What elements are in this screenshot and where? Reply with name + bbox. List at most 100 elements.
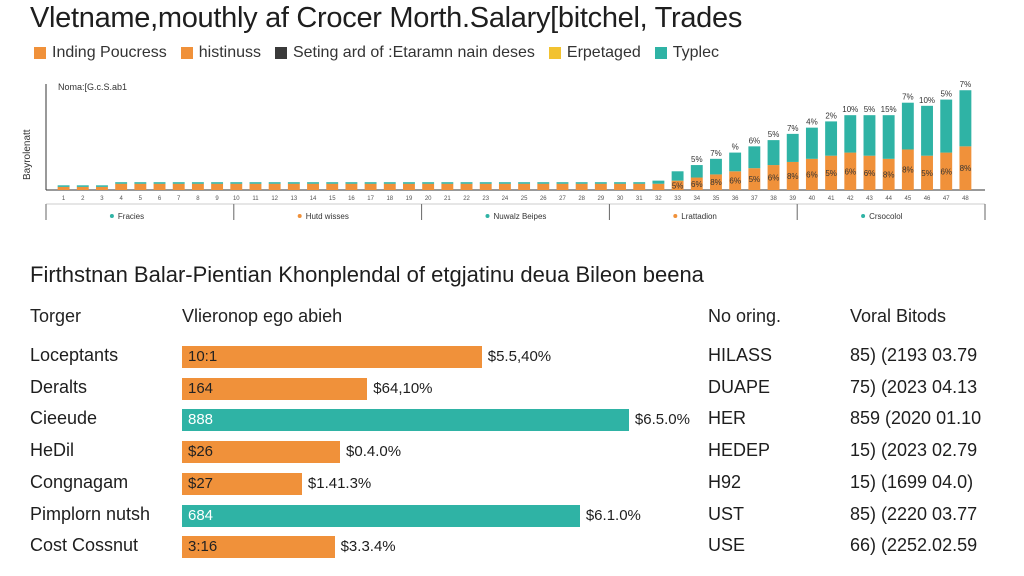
x-tick-label: 37 xyxy=(751,196,758,202)
group-marker xyxy=(297,214,302,218)
bar-segment-lower xyxy=(115,183,128,190)
x-tick-label: 43 xyxy=(866,196,873,202)
bar-top-label: 5% xyxy=(940,90,952,99)
x-tick-label: 44 xyxy=(885,196,892,202)
x-tick-label: 24 xyxy=(502,196,509,202)
bar-segment-lower xyxy=(76,186,89,190)
x-tick-label: 14 xyxy=(310,196,317,202)
x-tick-label: 6 xyxy=(158,196,162,202)
bar-top-label: 15% xyxy=(881,105,897,114)
bar-segment-upper xyxy=(307,182,319,184)
bar-value-label: 888 xyxy=(188,411,214,429)
x-tick-label: 36 xyxy=(732,196,739,202)
bar-segment-lower xyxy=(364,183,377,190)
hbar: 10:1 xyxy=(182,346,482,368)
bar-segment-lower xyxy=(422,183,435,190)
x-tick-label: 40 xyxy=(809,196,816,202)
bar-segment-upper xyxy=(805,127,818,159)
bar-data-label: 5% xyxy=(825,169,837,178)
bar-segment-upper xyxy=(940,99,953,153)
legend-item: Erpetaged xyxy=(548,44,641,62)
bar-data-label: 6% xyxy=(729,177,741,186)
bar-data-label: 6% xyxy=(940,167,952,176)
bar-segment-upper xyxy=(556,182,569,184)
bar-segment-lower xyxy=(690,177,703,190)
bar-segment-lower xyxy=(825,155,838,190)
x-tick-label: 41 xyxy=(828,196,835,202)
row-label: Loceptants xyxy=(30,345,119,365)
bar-data-label: 5% xyxy=(749,175,761,184)
row-total: 859 (2020 01.10 xyxy=(850,408,982,429)
hbar: $27 xyxy=(182,472,302,495)
bar-segment-upper xyxy=(518,182,531,184)
bar-segment-lower xyxy=(633,183,646,190)
bar-segment-upper xyxy=(134,182,147,184)
row-total: 15) (1699 04.0) xyxy=(850,471,974,492)
bar-segment-upper xyxy=(882,115,895,159)
bar-top-label: % xyxy=(732,143,739,152)
x-tick-label: 16 xyxy=(348,196,355,202)
bar-top-label: 10% xyxy=(919,96,935,105)
row-code: HILASS xyxy=(708,345,773,365)
group-label: Crsocolol xyxy=(869,212,903,221)
group-marker xyxy=(485,214,490,218)
bar-segment-upper xyxy=(191,182,204,184)
x-tick-label: 4 xyxy=(119,196,123,202)
row-label: Congnagam xyxy=(30,471,129,492)
bar-segment-upper xyxy=(825,121,838,156)
bar-segment-lower xyxy=(594,183,607,190)
bar-segment-upper xyxy=(403,182,415,184)
x-tick-label: 35 xyxy=(713,196,720,202)
page-title: Vletname,mouthly af Crocer Morth.Salary[… xyxy=(30,2,743,34)
bar-segment-upper xyxy=(211,182,224,184)
bar-segment-lower xyxy=(575,183,588,190)
bar-segment-lower xyxy=(921,155,933,190)
table-header-col1: Torger xyxy=(30,306,82,326)
x-tick-label: 3 xyxy=(100,196,104,202)
bar-segment-upper xyxy=(537,182,550,184)
bar-segment-lower xyxy=(671,180,684,190)
bar-segment-lower xyxy=(805,158,818,190)
hbar: 888 xyxy=(182,409,629,432)
bar-percent-label: $6.5.0% xyxy=(634,411,690,429)
bar-segment-lower xyxy=(403,183,415,190)
bar-segment-upper xyxy=(115,182,128,184)
bar-segment-upper xyxy=(594,182,607,184)
row-label: HeDil xyxy=(30,440,75,461)
bar-percent-label: $64,10% xyxy=(373,379,433,397)
x-tick-label: 17 xyxy=(367,196,374,202)
row-total: 85) (2193 03.79 xyxy=(850,345,978,365)
hbar: 3:16 xyxy=(182,536,335,559)
chart-legend: Inding Poucress histinuss Seting ard of … xyxy=(34,44,719,62)
bar-segment-lower xyxy=(748,168,761,190)
bar-segment-upper xyxy=(959,90,972,147)
group-label: Lrattadion xyxy=(681,212,717,221)
bar-segment-upper xyxy=(614,182,626,184)
bar-segment-lower xyxy=(268,183,281,190)
bar-data-label: 6% xyxy=(845,167,857,176)
x-tick-label: 39 xyxy=(789,196,796,202)
bar-segment-lower xyxy=(844,152,857,190)
bar-segment-upper xyxy=(844,115,857,153)
row-code: HER xyxy=(708,408,747,429)
bar-segment-upper xyxy=(422,182,435,184)
legend-swatch xyxy=(654,47,667,59)
row-code: USE xyxy=(708,535,746,556)
table-header-col3: No oring. xyxy=(708,306,782,326)
bar-segment-upper xyxy=(345,182,358,184)
x-tick-label: 19 xyxy=(406,196,413,202)
x-tick-label: 32 xyxy=(655,196,662,202)
bar-data-label: 5% xyxy=(672,181,684,190)
bar-segment-upper xyxy=(153,182,166,184)
bar-top-label: 7% xyxy=(960,80,972,89)
bar-segment-lower xyxy=(307,183,319,190)
x-tick-label: 15 xyxy=(329,196,336,202)
x-tick-label: 46 xyxy=(924,196,931,202)
x-tick-label: 42 xyxy=(847,196,854,202)
bar-segment-upper xyxy=(460,182,473,184)
bar-data-label: 6% xyxy=(806,170,818,179)
bar-data-label: 8% xyxy=(787,172,799,181)
legend-item: Typlec xyxy=(654,44,719,62)
bar-top-label: 5% xyxy=(864,105,876,114)
bar-segment-lower xyxy=(729,171,742,190)
